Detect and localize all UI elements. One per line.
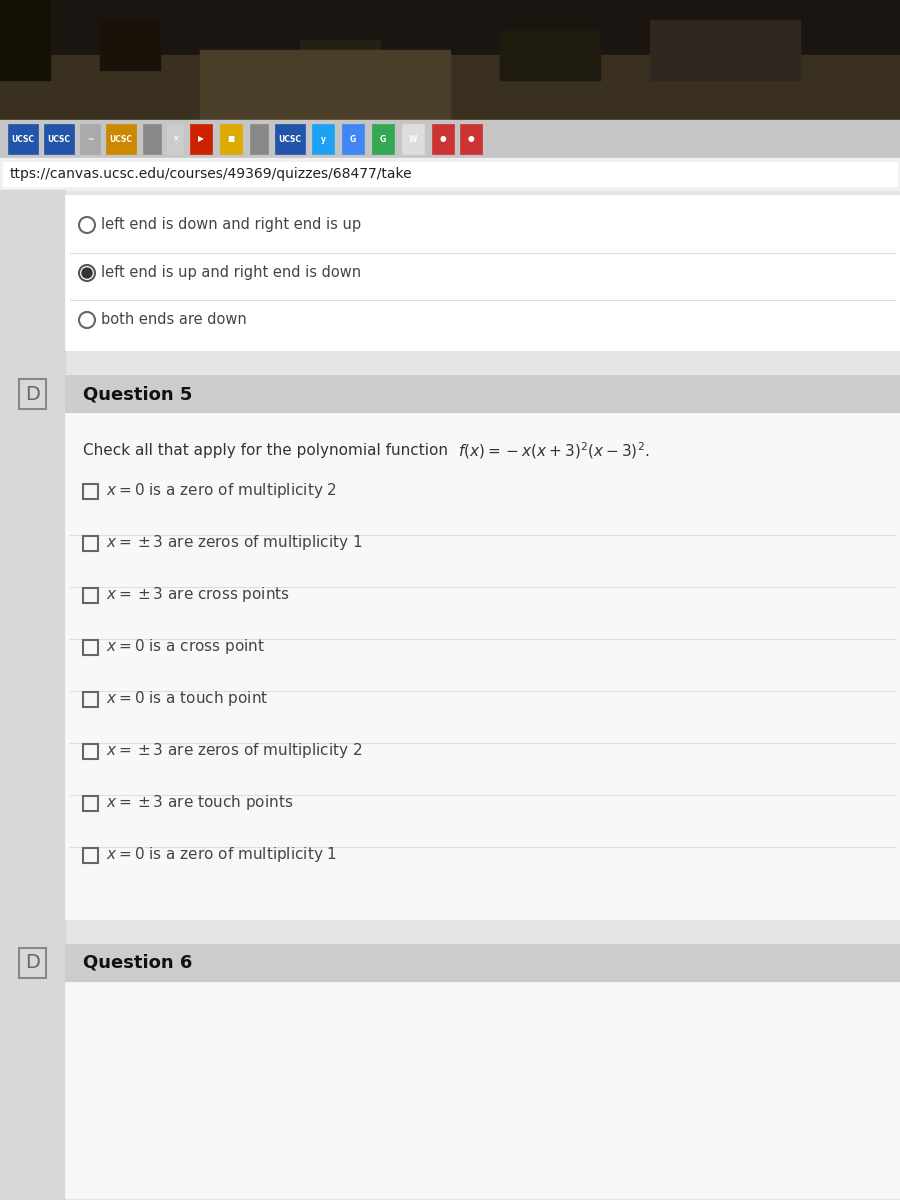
- Bar: [0, 190, 65, 1200]
- Bar: [500, 30, 600, 80]
- Text: ~: ~: [87, 134, 93, 144]
- Text: $f(x) = -x(x+3)^2(x-3)^2$.: $f(x) = -x(x+3)^2(x-3)^2$.: [458, 440, 650, 461]
- Bar: [143, 124, 161, 154]
- Bar: [342, 124, 364, 154]
- Text: ▶: ▶: [198, 134, 204, 144]
- Text: ×: ×: [172, 134, 178, 144]
- Text: $x = 0$ is a cross point: $x = 0$ is a cross point: [106, 637, 266, 656]
- Bar: [300, 40, 380, 85]
- Bar: [0, 120, 900, 158]
- Bar: [432, 124, 454, 154]
- Text: Question 5: Question 5: [83, 385, 193, 403]
- Text: y: y: [320, 134, 326, 144]
- Bar: [3, 162, 897, 186]
- Bar: [0, 0, 900, 55]
- Text: both ends are down: both ends are down: [101, 312, 247, 328]
- Text: $x = \pm3$ are cross points: $x = \pm3$ are cross points: [106, 586, 290, 605]
- Text: D: D: [25, 954, 40, 972]
- Bar: [167, 124, 183, 154]
- Text: $x = 0$ is a zero of multiplicity 1: $x = 0$ is a zero of multiplicity 1: [106, 846, 338, 864]
- Bar: [100, 20, 160, 70]
- Bar: [275, 124, 305, 154]
- Text: ■: ■: [228, 134, 235, 144]
- Text: $x = \pm3$ are zeros of multiplicity 2: $x = \pm3$ are zeros of multiplicity 2: [106, 742, 363, 761]
- Bar: [0, 190, 900, 1200]
- Text: W: W: [409, 134, 418, 144]
- Bar: [65, 374, 900, 413]
- Text: $x = 0$ is a touch point: $x = 0$ is a touch point: [106, 690, 268, 708]
- Bar: [83, 691, 98, 707]
- Text: UCSC: UCSC: [12, 134, 34, 144]
- Text: UCSC: UCSC: [278, 134, 302, 144]
- Text: Question 6: Question 6: [83, 954, 193, 972]
- Text: $x = \pm3$ are zeros of multiplicity 1: $x = \pm3$ are zeros of multiplicity 1: [106, 534, 363, 552]
- Text: $x = \pm3$ are touch points: $x = \pm3$ are touch points: [106, 793, 293, 812]
- Text: G: G: [380, 134, 386, 144]
- Bar: [83, 847, 98, 863]
- Bar: [312, 124, 334, 154]
- Bar: [460, 124, 482, 154]
- Text: left end is down and right end is up: left end is down and right end is up: [101, 217, 361, 233]
- Text: left end is up and right end is down: left end is up and right end is down: [101, 265, 361, 281]
- Bar: [190, 124, 212, 154]
- Bar: [250, 124, 268, 154]
- Text: UCSC: UCSC: [48, 134, 70, 144]
- Text: ●: ●: [440, 134, 446, 144]
- Text: ttps://canvas.ucsc.edu/courses/49369/quizzes/68477/take: ttps://canvas.ucsc.edu/courses/49369/qui…: [10, 167, 412, 181]
- Bar: [0, 0, 50, 80]
- Bar: [0, 55, 900, 120]
- Text: Check all that apply for the polynomial function: Check all that apply for the polynomial …: [83, 444, 453, 458]
- Text: ●: ●: [468, 134, 474, 144]
- Bar: [65, 413, 900, 919]
- Bar: [0, 0, 900, 120]
- Text: D: D: [25, 384, 40, 403]
- Bar: [65, 944, 900, 982]
- Bar: [44, 124, 74, 154]
- Bar: [8, 124, 38, 154]
- Circle shape: [82, 268, 92, 278]
- Bar: [372, 124, 394, 154]
- Bar: [83, 535, 98, 551]
- Bar: [0, 158, 900, 190]
- Bar: [220, 124, 242, 154]
- Bar: [402, 124, 424, 154]
- Bar: [83, 744, 98, 758]
- Bar: [65, 194, 900, 350]
- Text: UCSC: UCSC: [110, 134, 132, 144]
- Bar: [83, 588, 98, 602]
- Bar: [83, 796, 98, 810]
- Bar: [83, 484, 98, 498]
- Bar: [80, 124, 100, 154]
- Text: G: G: [350, 134, 356, 144]
- Bar: [200, 50, 450, 120]
- Bar: [65, 982, 900, 1198]
- Bar: [650, 20, 800, 80]
- Bar: [83, 640, 98, 654]
- Text: $x = 0$ is a zero of multiplicity 2: $x = 0$ is a zero of multiplicity 2: [106, 481, 337, 500]
- Bar: [106, 124, 136, 154]
